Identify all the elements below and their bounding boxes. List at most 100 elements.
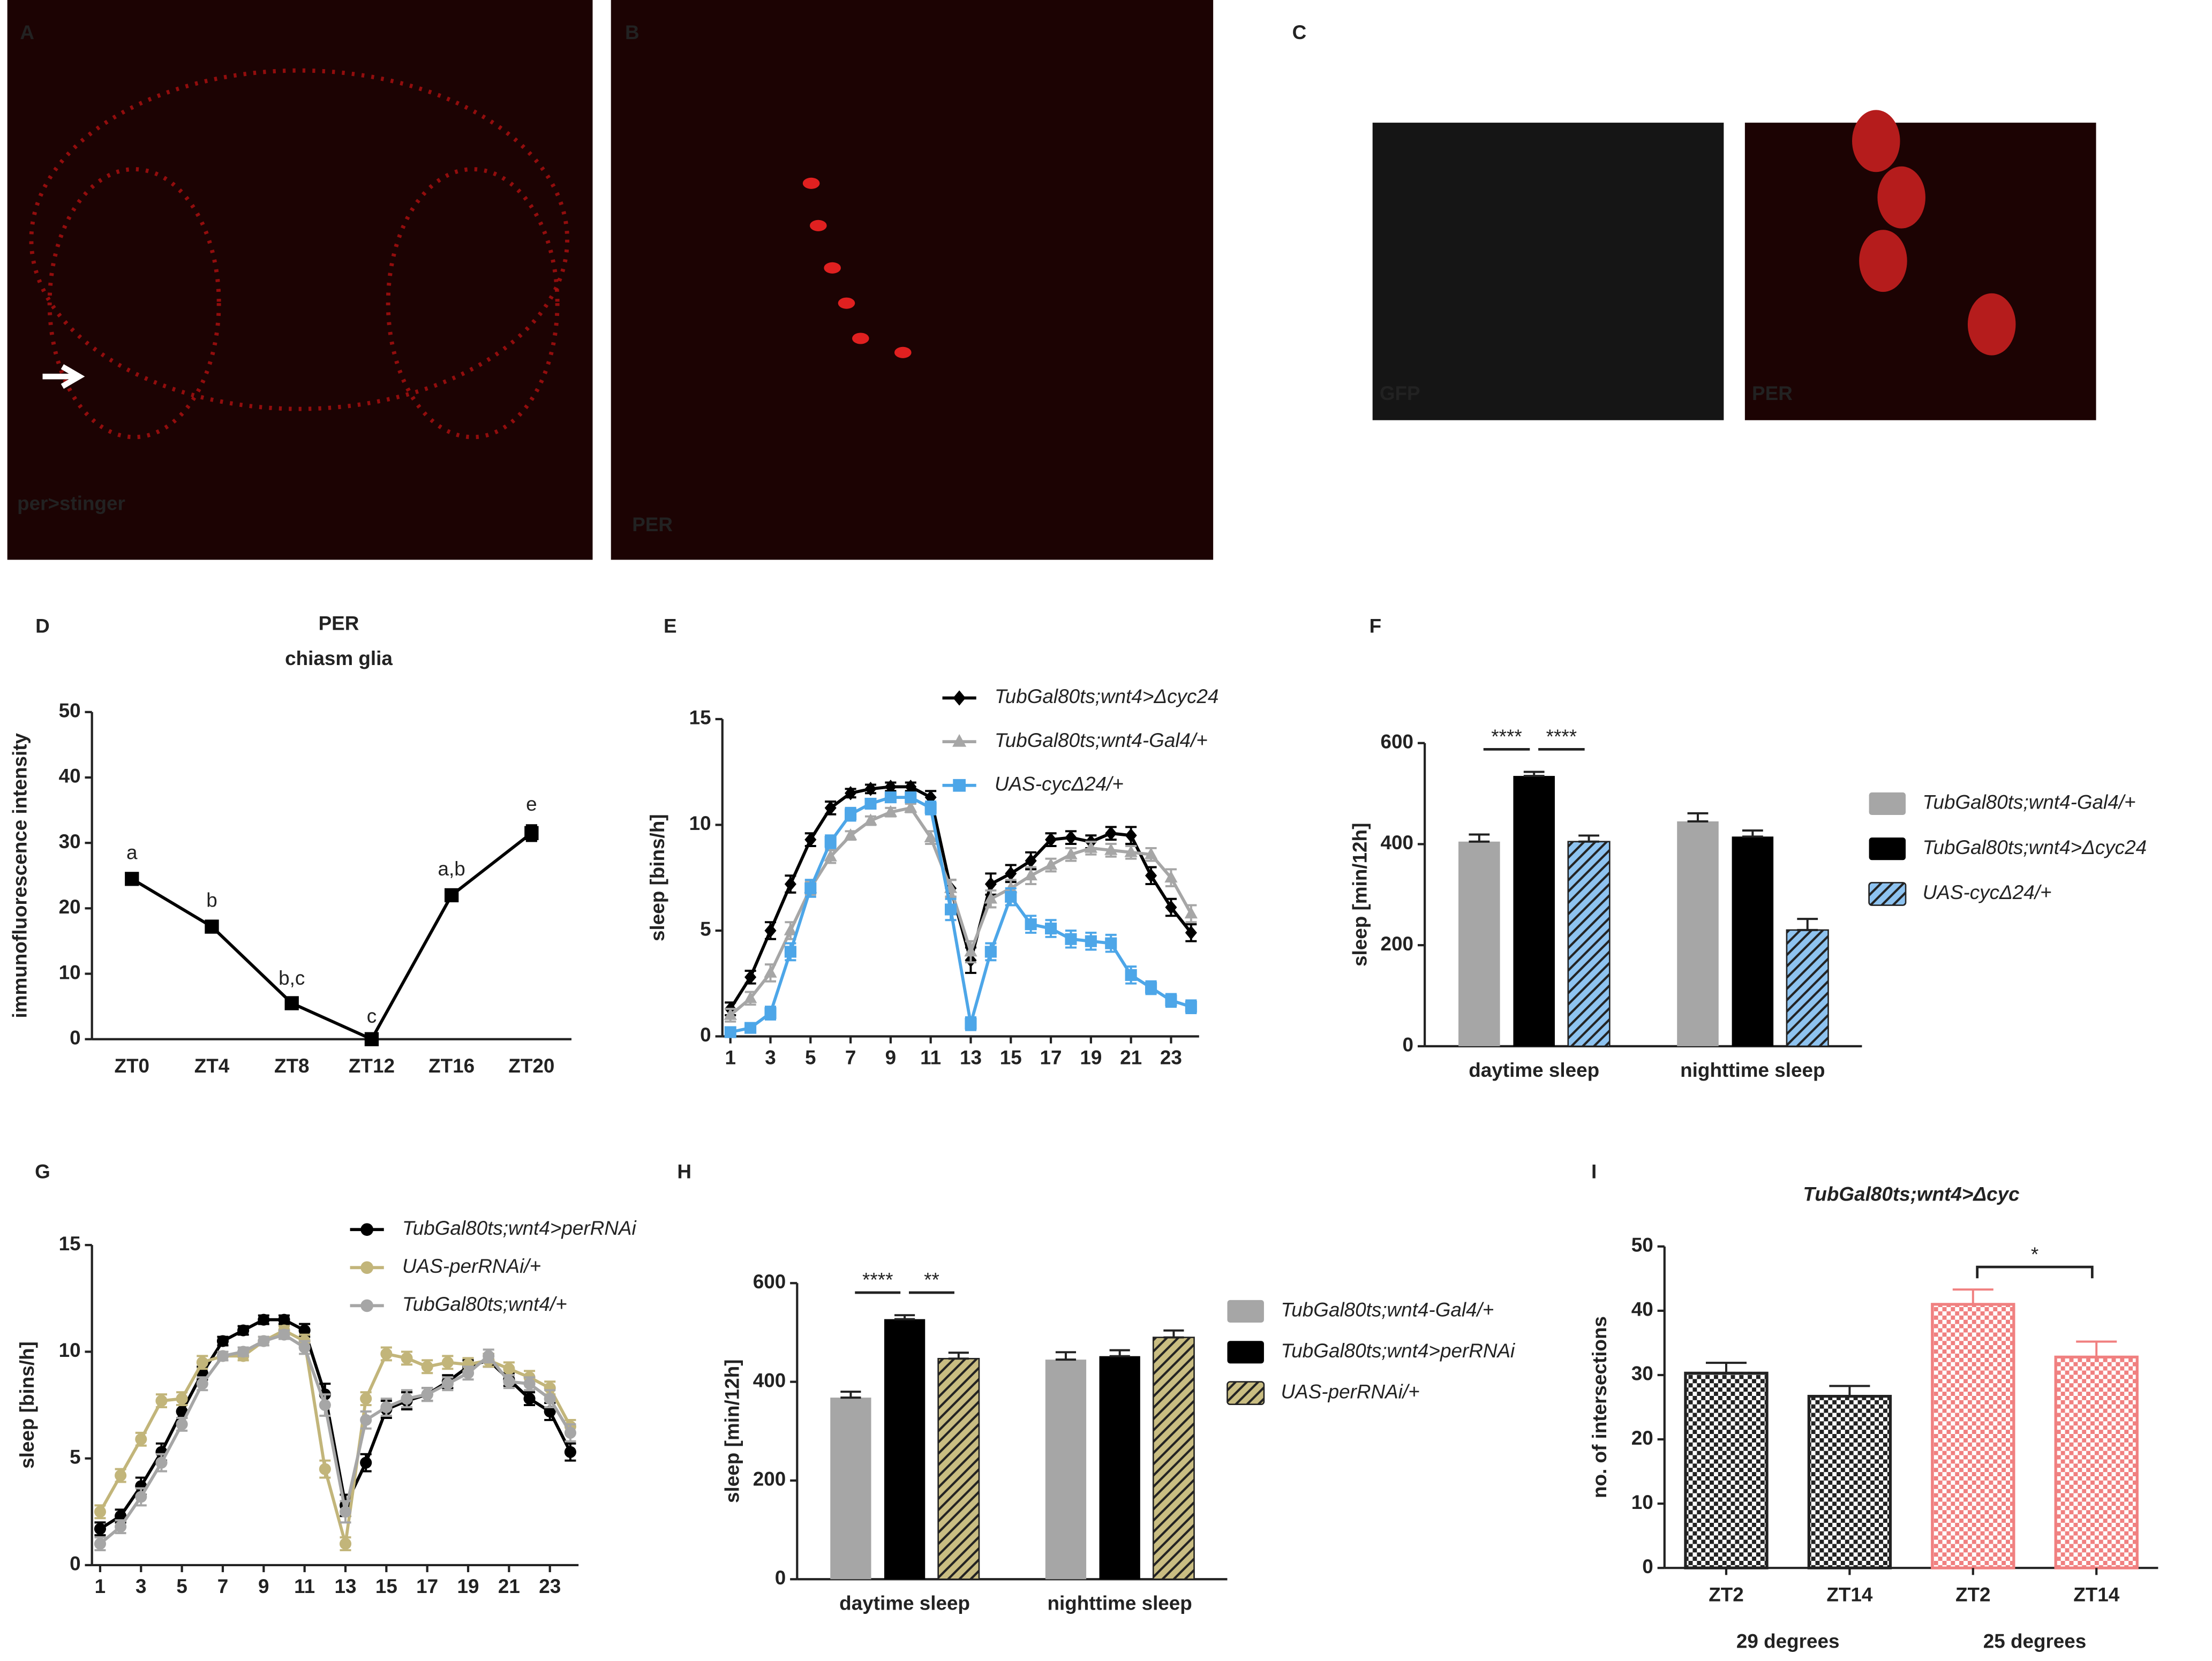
y-tick-label: 600: [1381, 730, 1414, 752]
marker: [984, 946, 997, 958]
y-tick-label: 50: [59, 700, 81, 722]
legend-marker: [952, 734, 967, 747]
y-tick-label: 50: [1631, 1234, 1653, 1256]
x-tick-label: 7: [217, 1575, 229, 1597]
legend-label: TubGal80ts;wnt4>perRNAi: [1281, 1340, 1516, 1362]
y-axis-label: immunofluorescence intensity: [9, 733, 31, 1018]
micrograph: [611, 0, 1214, 560]
marker: [884, 805, 898, 817]
marker: [1084, 841, 1098, 853]
marker: [176, 1418, 188, 1430]
marker: [135, 1491, 147, 1503]
marker: [1044, 858, 1058, 870]
y-tick-label: 20: [59, 896, 81, 918]
y-tick-label: 15: [689, 707, 711, 729]
point-label: b,c: [279, 967, 305, 989]
y-axis-label: sleep [bins/h]: [646, 814, 668, 941]
marker: [1085, 935, 1097, 947]
x-tick-label: 23: [539, 1575, 561, 1597]
marker: [884, 780, 897, 794]
legend-label: UAS-perRNAi/+: [1281, 1380, 1420, 1402]
y-tick-label: 0: [700, 1024, 711, 1046]
legend-marker: [953, 690, 966, 706]
legend-label: UAS-cycΔ24/+: [995, 773, 1124, 795]
x-tick-label: ZT8: [274, 1055, 310, 1077]
bar: [1567, 841, 1611, 1047]
bar: [1786, 929, 1829, 1047]
error-bar: [1163, 1329, 1184, 1339]
marker: [804, 832, 817, 847]
marker: [237, 1346, 250, 1358]
x-tick-label: 5: [805, 1046, 816, 1068]
series-line: [729, 785, 1193, 1010]
marker: [155, 1456, 168, 1469]
x-tick-label: 11: [920, 1046, 941, 1068]
point-label: a: [126, 841, 138, 863]
marker: [360, 1456, 372, 1469]
marker: [1125, 969, 1137, 981]
x-tick-label: nighttime sleep: [1047, 1592, 1192, 1614]
marker: [984, 877, 997, 892]
x-tick-label: 1: [725, 1046, 736, 1068]
bar: [1152, 1337, 1195, 1580]
marker: [1005, 866, 1017, 881]
marker: [205, 919, 219, 934]
error-bar: [1578, 834, 1599, 843]
marker: [1044, 922, 1057, 935]
significance-label: **: [924, 1269, 939, 1291]
arrow: [42, 364, 85, 389]
error-bar: [1705, 1362, 1747, 1375]
marker: [1145, 982, 1157, 994]
bar: [2054, 1355, 2139, 1569]
marker: [1065, 830, 1077, 845]
y-axis-label: no. of intersections: [1589, 1316, 1611, 1498]
nucleus: [1852, 110, 1900, 172]
chart-title: TubGal80ts;wnt4>Δcyc: [1803, 1183, 2020, 1205]
marker: [483, 1350, 495, 1362]
marker: [135, 1433, 147, 1445]
legend-swatch: [1227, 1300, 1264, 1323]
marker: [864, 813, 877, 826]
marker: [824, 849, 837, 862]
y-tick-label: 0: [1642, 1556, 1653, 1577]
y-tick-label: 40: [1631, 1298, 1653, 1320]
error-bar: [948, 1352, 969, 1360]
legend-swatch: [1869, 792, 1906, 816]
y-axis-label: sleep [bins/h]: [16, 1341, 38, 1469]
image-label: GFP: [1380, 382, 1420, 404]
x-tick-label: 7: [845, 1046, 856, 1068]
marker: [364, 1032, 379, 1046]
marker: [905, 791, 917, 804]
y-tick-label: 5: [70, 1446, 81, 1468]
cell: [852, 333, 869, 344]
x-tick-label: 17: [1040, 1046, 1062, 1068]
group-label: 25 degrees: [1983, 1630, 2087, 1652]
marker: [421, 1388, 433, 1401]
x-tick-label: 3: [136, 1575, 147, 1597]
legend-marker: [953, 779, 966, 792]
legend-marker: [360, 1299, 374, 1312]
marker: [864, 782, 877, 796]
error-bar: [1469, 833, 1490, 843]
marker: [724, 1026, 736, 1038]
point-label: b: [206, 889, 217, 911]
marker: [196, 1378, 208, 1390]
marker: [1044, 832, 1057, 847]
legend-swatch: [1227, 1381, 1265, 1406]
x-tick-label: 11: [294, 1575, 315, 1597]
marker: [523, 1378, 536, 1390]
chart-subtitle: chiasm glia: [285, 647, 393, 669]
error-bar: [1523, 771, 1545, 777]
y-tick-label: 15: [59, 1233, 81, 1255]
marker: [503, 1376, 515, 1388]
x-tick-label: daytime sleep: [839, 1592, 970, 1614]
micrograph: [7, 0, 593, 560]
marker: [278, 1313, 290, 1326]
marker: [284, 996, 299, 1010]
panel-letter: F: [1370, 615, 1382, 637]
marker: [905, 780, 917, 794]
x-tick-label: 3: [765, 1046, 776, 1068]
marker: [298, 1324, 311, 1337]
marker: [884, 791, 897, 804]
marker: [1185, 925, 1197, 940]
